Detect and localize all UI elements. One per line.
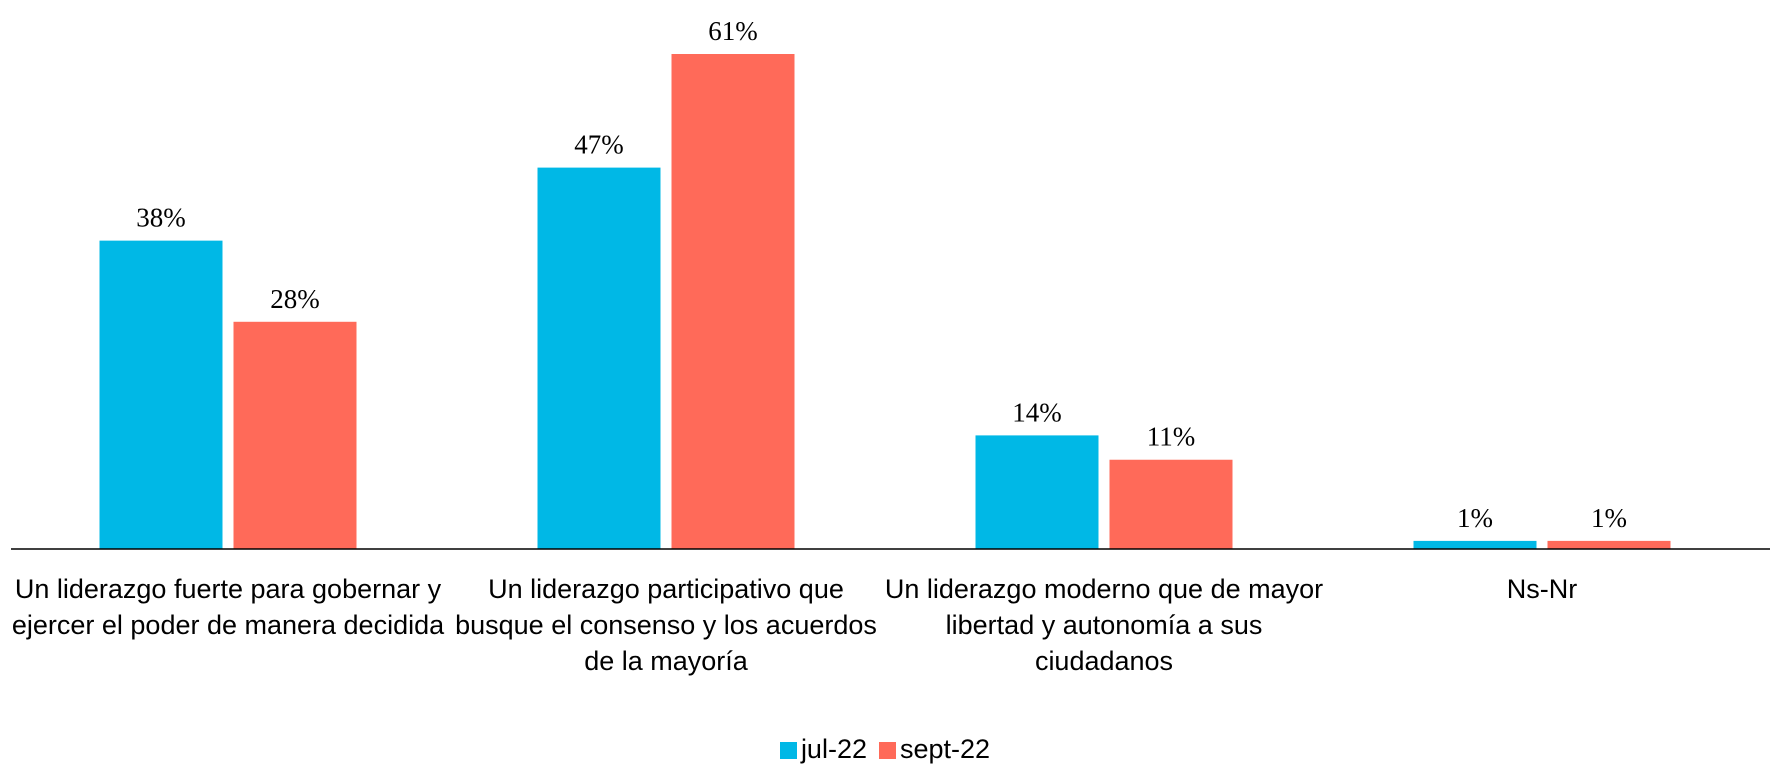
legend-swatch xyxy=(878,742,896,759)
legend-label: jul-22 xyxy=(800,734,867,764)
legend-item: jul-22 xyxy=(779,734,867,764)
x-tick-label: Un liderazgo moderno que de mayor libert… xyxy=(884,574,1324,676)
value-label: 1% xyxy=(1591,503,1627,533)
bar xyxy=(1109,459,1233,549)
value-label: 28% xyxy=(270,284,320,314)
x-tick-label: Un liderazgo fuerte para gobernar y ejer… xyxy=(11,574,445,640)
bar xyxy=(1413,540,1537,549)
value-label: 11% xyxy=(1147,422,1196,452)
bar xyxy=(537,167,661,549)
value-label: 61% xyxy=(708,16,758,46)
value-label: 47% xyxy=(574,130,624,160)
value-label: 38% xyxy=(136,203,186,233)
legend-label: sept-22 xyxy=(899,734,991,764)
bar xyxy=(671,54,795,549)
legend-item: sept-22 xyxy=(878,734,991,764)
x-tick-label: Un liderazgo participativo que busque el… xyxy=(455,574,877,676)
legend: jul-22 sept-22 xyxy=(0,734,1770,764)
bar xyxy=(1547,540,1671,549)
bar xyxy=(233,321,357,549)
legend-swatch xyxy=(779,742,797,759)
bar xyxy=(975,435,1099,549)
x-tick-label: Ns-Nr xyxy=(1506,574,1578,604)
value-label: 1% xyxy=(1457,503,1493,533)
value-label: 14% xyxy=(1012,397,1062,427)
bar xyxy=(99,240,223,549)
